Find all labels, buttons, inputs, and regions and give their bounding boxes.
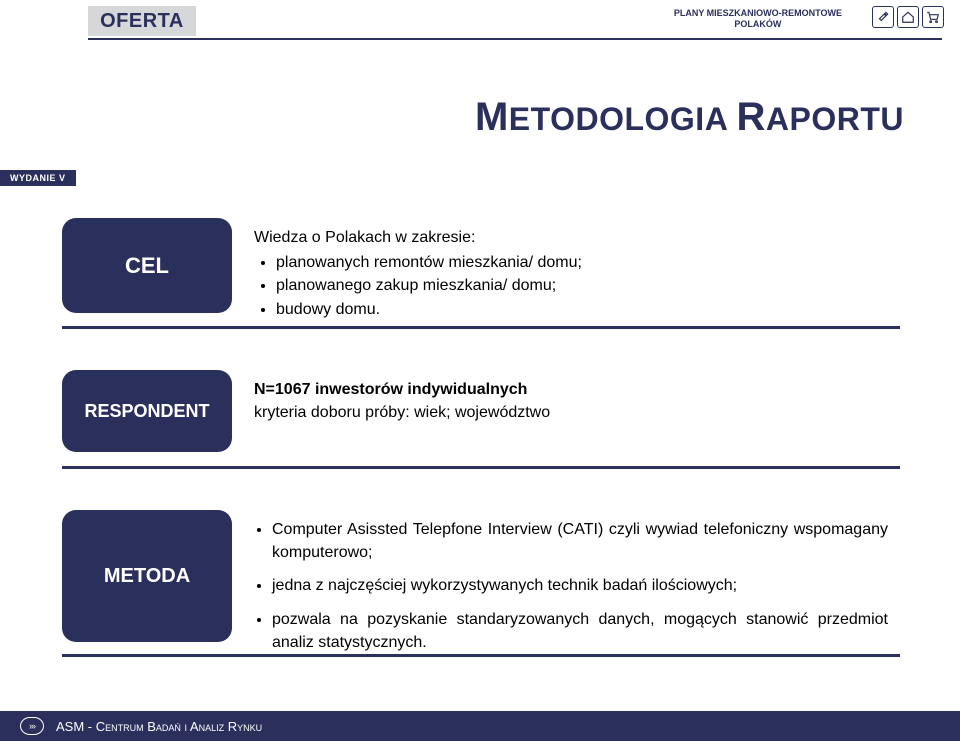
footer-rest: - Centrum Badań i Analiz Rynku xyxy=(84,719,262,734)
tab-metoda: METODA xyxy=(62,510,232,642)
row-cel: CEL Wiedza o Polakach w zakresie: planow… xyxy=(62,218,900,321)
oferta-label: OFERTA xyxy=(100,10,184,33)
house-icon xyxy=(897,6,919,28)
metoda-item-0: Computer Asissted Telepfone Interview (C… xyxy=(272,518,888,564)
wydanie-badge: WYDANIE V xyxy=(0,170,76,186)
content-cel: Wiedza o Polakach w zakresie: planowanyc… xyxy=(232,218,900,321)
tab-metoda-label: METODA xyxy=(104,565,190,588)
title-space xyxy=(727,101,736,137)
row-rule-1 xyxy=(62,326,900,329)
footer-asm: ASM xyxy=(56,719,84,734)
tab-cel-label: CEL xyxy=(125,253,169,279)
footer-logo-glyph: ››› xyxy=(29,721,35,731)
cel-lead: Wiedza o Polakach w zakresie: xyxy=(254,226,888,249)
metoda-item-2: pozwala na pozyskanie standaryzowanych d… xyxy=(272,608,888,654)
tools-icon xyxy=(872,6,894,28)
content-metoda: Computer Asissted Telepfone Interview (C… xyxy=(232,510,900,664)
title-m: M xyxy=(475,95,509,139)
cel-item-2: budowy domu. xyxy=(276,298,888,321)
tab-respondent: RESPONDENT xyxy=(62,370,232,452)
cel-item-1: planowanego zakup mieszkania/ domu; xyxy=(276,274,888,297)
respondent-line1: N=1067 inwestorów indywidualnych xyxy=(254,378,888,401)
title-r: R xyxy=(737,95,766,139)
respondent-line2: kryteria doboru próby: wiek; województwo xyxy=(254,401,888,424)
row-metoda: METODA Computer Asissted Telepfone Inter… xyxy=(62,510,900,664)
row-rule-3 xyxy=(62,654,900,657)
row-rule-2 xyxy=(62,466,900,469)
logo-icons xyxy=(872,6,944,28)
cart-icon xyxy=(922,6,944,28)
cel-item-0: planowanych remontów mieszkania/ domu; xyxy=(276,251,888,274)
title-rest1: ETODOLOGIA xyxy=(509,101,727,137)
page-title: METODOLOGIA RAPORTU xyxy=(475,95,904,140)
footer: ››› ASM - Centrum Badań i Analiz Rynku xyxy=(0,711,960,741)
plany-block: PLANY MIESZKANIOWO-REMONTOWE POLAKÓW xyxy=(674,8,842,30)
footer-logo-icon: ››› xyxy=(20,717,44,735)
plany-line2: POLAKÓW xyxy=(674,19,842,30)
title-rest2: APORTU xyxy=(766,101,904,137)
header: OFERTA PLANY MIESZKANIOWO-REMONTOWE POLA… xyxy=(0,0,960,40)
row-respondent: RESPONDENT N=1067 inwestorów indywidualn… xyxy=(62,370,900,452)
header-rule xyxy=(88,38,942,40)
footer-text: ASM - Centrum Badań i Analiz Rynku xyxy=(56,719,262,734)
plany-line1: PLANY MIESZKANIOWO-REMONTOWE xyxy=(674,8,842,19)
tab-cel: CEL xyxy=(62,218,232,313)
content-respondent: N=1067 inwestorów indywidualnych kryteri… xyxy=(232,370,900,424)
tab-respondent-label: RESPONDENT xyxy=(84,401,209,422)
oferta-box: OFERTA xyxy=(88,6,196,36)
metoda-item-1: jedna z najczęściej wykorzystywanych tec… xyxy=(272,574,888,597)
